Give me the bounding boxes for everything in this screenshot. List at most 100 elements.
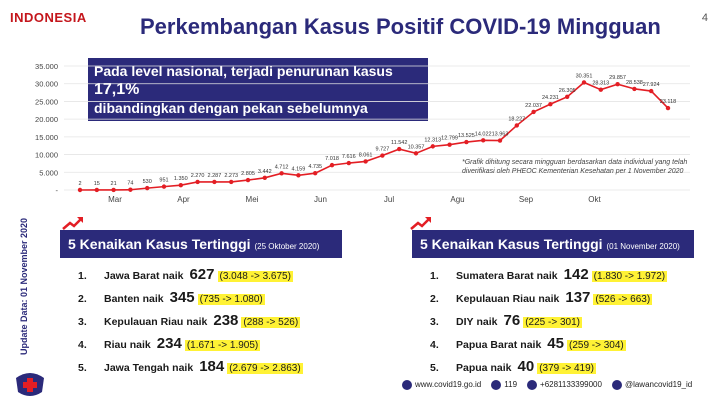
data-point [531, 109, 536, 115]
rank-label: 1. [78, 270, 87, 282]
right-panel-list: 1. Sumatera Barat naik 142 (1.830 -> 1.972) 2… [412, 258, 694, 381]
rank-label: 4. [78, 339, 87, 351]
region-label: Papua [456, 362, 488, 374]
x-month-label: Jul [384, 195, 394, 204]
rank-label: 5. [78, 362, 87, 374]
data-point [77, 187, 83, 193]
naik-label: naik [142, 293, 164, 305]
data-label: 3.442 [258, 169, 272, 175]
data-label: 951 [159, 178, 168, 184]
data-label: 22.037 [525, 103, 542, 109]
data-point [212, 179, 217, 185]
x-month-label: Mar [108, 195, 122, 204]
increase-value: 184 [199, 358, 225, 375]
ministry-emblem-icon [16, 373, 44, 396]
case-range: (259 -> 304) [566, 340, 626, 351]
data-label: 13.963 [492, 132, 509, 138]
left-panel-title: 5 Kenaikan Kasus Tertinggi (25 Oktober 2… [60, 230, 342, 258]
data-point [565, 94, 570, 100]
update-date: Update Data: 01 November 2020 [14, 218, 29, 360]
data-point [581, 80, 587, 85]
data-point [161, 184, 167, 189]
data-label: 26.305 [559, 88, 576, 94]
data-point [632, 86, 637, 92]
data-point [145, 185, 150, 191]
data-label: 21 [111, 181, 117, 187]
data-label: 10.357 [408, 144, 425, 150]
list-item: 4. Riau naik 234 (1.671 -> 1.905) [78, 335, 342, 358]
increase-value: 40 [517, 358, 535, 375]
data-label: 30.351 [576, 73, 593, 79]
data-point [665, 105, 671, 111]
website-text: www.covid19.go.id [415, 380, 482, 390]
data-label: 74 [127, 181, 133, 187]
globe-icon [402, 380, 412, 390]
footer-social[interactable]: @lawancovid19_id [611, 380, 693, 390]
data-label: 9.727 [376, 147, 390, 153]
data-point [497, 138, 503, 143]
naik-label: naik [476, 316, 498, 328]
data-point [413, 151, 419, 156]
data-point [397, 146, 402, 152]
increase-value: 345 [169, 289, 195, 306]
callout-percent: 17,1% [94, 81, 140, 98]
increase-value: 142 [563, 266, 589, 283]
data-point [313, 171, 318, 176]
region-label: Banten [104, 293, 140, 305]
region-label: Papua Barat [456, 339, 518, 351]
data-point [481, 138, 486, 143]
data-label: 4.159 [292, 166, 306, 172]
data-point [329, 162, 335, 168]
region-label: Kepulauan Riau [104, 316, 184, 328]
data-point [615, 82, 620, 87]
y-tick-label: 20.000 [35, 115, 58, 124]
case-range: (735 -> 1.080) [197, 294, 265, 305]
increase-value: 627 [189, 266, 215, 283]
chart-footnote: *Grafik dihitung secara mingguan berdasa… [462, 159, 688, 175]
data-point [279, 171, 284, 176]
footer-hotline[interactable]: 119 [491, 380, 517, 390]
trend-arrow-icon [62, 217, 83, 230]
y-tick-label: 15.000 [35, 133, 58, 142]
x-month-label: Apr [177, 195, 190, 204]
data-label: 2.273 [224, 173, 238, 179]
data-label: 2.270 [191, 173, 205, 179]
x-month-label: Mei [246, 195, 259, 204]
social-text: @lawancovid19_id [624, 380, 693, 390]
data-label: 8.061 [359, 152, 373, 158]
data-point [111, 187, 116, 193]
list-item: 1. Sumatera Barat naik 142 (1.830 -> 1.972) [430, 266, 694, 289]
y-tick-label: 30.000 [35, 80, 58, 89]
headset-icon [491, 380, 502, 390]
data-label: 12.799 [441, 136, 458, 142]
data-label: 11.542 [391, 140, 407, 146]
list-item: 3. DIY naik 76 (225 -> 301) [430, 312, 694, 335]
case-range: (379 -> 419) [537, 363, 596, 374]
social-media-icon [611, 380, 622, 390]
naik-label: naik [536, 270, 558, 282]
rank-label: 2. [430, 293, 439, 305]
data-point [447, 142, 452, 147]
data-label: 4.712 [275, 164, 289, 170]
data-label: 2.805 [241, 171, 255, 177]
data-label: 14.022 [475, 131, 492, 137]
data-label: 2 [78, 181, 81, 187]
naik-label: naik [186, 316, 208, 328]
region-label: Jawa Tengah [104, 362, 170, 374]
data-label: 28.313 [592, 81, 609, 87]
data-point [548, 101, 553, 107]
footer-whatsapp[interactable]: +6281133399000 [527, 380, 602, 390]
weekly-cases-chart: 35.000 30.000 25.000 20.000 15.000 10.000 5.00… [35, 62, 690, 204]
case-range: (2.679 -> 2.863) [227, 363, 303, 374]
y-tick-label: 5.000 [39, 168, 58, 177]
whatsapp-icon [527, 380, 538, 390]
right-panel-heading: 5 Kenaikan Kasus Tertinggi [420, 236, 603, 252]
brand-logo: INDONESIA [10, 10, 87, 25]
trend-arrow-icon [410, 217, 431, 230]
footer-website[interactable]: www.covid19.go.id [402, 380, 481, 390]
update-date-label: Update Data: 01 November 2020 [19, 217, 29, 355]
data-point [346, 160, 351, 166]
data-point [363, 159, 368, 164]
naik-label: naik [490, 362, 512, 374]
callout-text-b: dibandingkan dengan pekan sebelumnya [94, 100, 368, 116]
